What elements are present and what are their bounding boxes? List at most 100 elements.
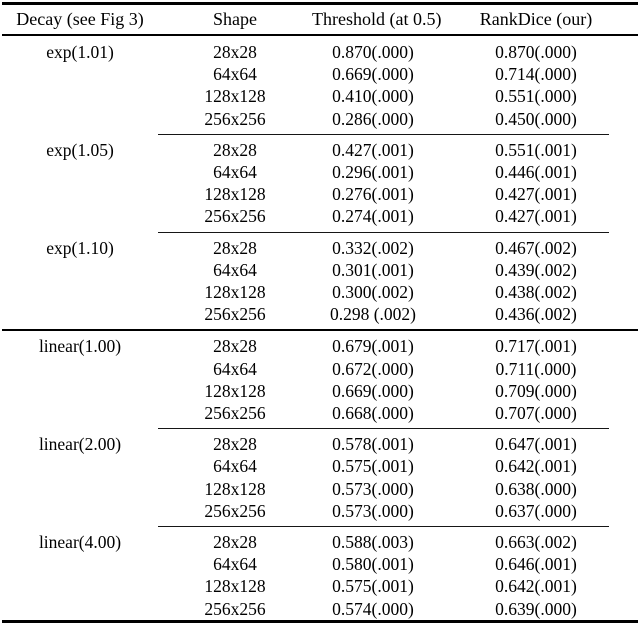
rankdice-value: 0.707(.000) (495, 403, 577, 424)
threshold-value: 0.410(.000) (332, 86, 414, 107)
partial-rule-line (158, 133, 609, 135)
table-row: 128x128 0.573(.000) 0.638(.000) (2, 478, 638, 500)
rankdice-value: 0.711(.000) (495, 358, 577, 379)
decay-empty-cell (2, 553, 158, 575)
table-row: 256x256 0.668(.000) 0.707(.000) (2, 402, 638, 424)
rankdice-value: 0.427(.001) (495, 206, 577, 227)
shape-value: 256x256 (204, 304, 266, 325)
rankdice-value: 0.551(.001) (495, 139, 577, 160)
separator-empty-cell (2, 424, 158, 433)
table-row: 256x256 0.274(.001) 0.427(.001) (2, 205, 638, 227)
threshold-value: 0.573(.000) (332, 478, 414, 499)
table-row: 64x64 0.575(.001) 0.642(.001) (2, 455, 638, 477)
rankdice-value: 0.646(.001) (495, 554, 577, 575)
group-separator-row (2, 522, 638, 531)
shape-value: 64x64 (213, 554, 257, 575)
threshold-value: 0.575(.001) (332, 576, 414, 597)
header-row: Decay (see Fig 3) Shape Threshold (at 0.5)… (2, 3, 638, 36)
decay-empty-cell (2, 281, 158, 303)
shape-value: 28x28 (213, 336, 257, 357)
table-row: 128x128 0.276(.001) 0.427(.001) (2, 183, 638, 205)
decay-empty-cell (2, 598, 158, 622)
threshold-value: 0.679(.001) (332, 336, 414, 357)
rankdice-value: 0.709(.000) (495, 380, 577, 401)
rankdice-value: 0.436(.002) (495, 304, 577, 325)
table-row: 64x64 0.580(.001) 0.646(.001) (2, 553, 638, 575)
shape-value: 28x28 (213, 532, 257, 553)
group-separator-row (2, 424, 638, 433)
decay-empty-cell (2, 455, 158, 477)
column-header-rankdice: RankDice (our) (434, 3, 638, 36)
group-separator-row (2, 228, 638, 237)
rankdice-value: 0.438(.002) (495, 282, 577, 303)
shape-value: 128x128 (204, 576, 266, 597)
decay-label: linear(1.00) (38, 336, 122, 357)
table-row: 64x64 0.296(.001) 0.446(.001) (2, 161, 638, 183)
threshold-value: 0.286(.000) (332, 108, 414, 129)
decay-empty-cell (2, 575, 158, 597)
shape-value: 28x28 (213, 237, 257, 258)
threshold-value: 0.298 (.002) (329, 304, 417, 325)
shape-value: 128x128 (204, 478, 266, 499)
separator-empty-cell (2, 522, 158, 531)
shape-value: 256x256 (204, 598, 266, 619)
rankdice-value: 0.717(.001) (495, 336, 577, 357)
table-row: 256x256 0.573(.000) 0.637(.000) (2, 500, 638, 522)
decay-empty-cell (2, 205, 158, 227)
table-row: 256x256 0.286(.000) 0.450(.000) (2, 108, 638, 130)
table-body: exp(1.01) 28x28 0.870(.000) 0.870(.000) 64x6… (2, 35, 638, 621)
table-row: exp(1.01) 28x28 0.870(.000) 0.870(.000) (2, 41, 638, 63)
decay-label: linear(2.00) (38, 434, 122, 455)
decay-empty-cell (2, 63, 158, 85)
partial-rule-line (158, 526, 609, 528)
decay-empty-cell (2, 161, 158, 183)
shape-value: 28x28 (213, 139, 257, 160)
decay-label: exp(1.05) (46, 139, 114, 160)
shape-value: 256x256 (204, 403, 266, 424)
partial-rule-line (158, 231, 609, 233)
threshold-value: 0.276(.001) (332, 184, 414, 205)
shape-value: 64x64 (213, 64, 257, 85)
section-separator-row (2, 325, 638, 335)
shape-value: 64x64 (213, 456, 257, 477)
shape-value: 128x128 (204, 282, 266, 303)
threshold-value: 0.296(.001) (332, 162, 414, 183)
separator-empty-cell (2, 130, 158, 139)
decay-label: exp(1.10) (46, 237, 114, 258)
threshold-value: 0.575(.001) (332, 456, 414, 477)
decay-label: exp(1.01) (46, 42, 114, 62)
group-separator-row (2, 130, 638, 139)
rankdice-value: 0.439(.002) (495, 259, 577, 280)
decay-empty-cell (2, 402, 158, 424)
table-row: linear(1.00) 28x28 0.679(.001) 0.717(.001) (2, 335, 638, 357)
shape-value: 28x28 (213, 42, 257, 62)
table-head: Decay (see Fig 3) Shape Threshold (at 0.5)… (2, 3, 638, 36)
table-row: 256x256 0.298 (.002) 0.436(.002) (2, 303, 638, 325)
separator-empty-cell (2, 228, 158, 237)
table-row: exp(1.05) 28x28 0.427(.001) 0.551(.001) (2, 139, 638, 161)
table-row: exp(1.10) 28x28 0.332(.002) 0.467(.002) (2, 237, 638, 259)
decay-empty-cell (2, 478, 158, 500)
threshold-value: 0.580(.001) (332, 554, 414, 575)
rankdice-value: 0.647(.001) (495, 434, 577, 455)
separator-cell (158, 424, 638, 433)
threshold-value: 0.574(.000) (332, 598, 414, 619)
table-row: linear(4.00) 28x28 0.588(.003) 0.663(.002) (2, 531, 638, 553)
table-row: linear(2.00) 28x28 0.578(.001) 0.647(.001) (2, 433, 638, 455)
threshold-value: 0.274(.001) (332, 206, 414, 227)
threshold-value: 0.669(.000) (332, 64, 414, 85)
threshold-value: 0.870(.000) (332, 42, 414, 62)
separator-cell (158, 228, 638, 237)
shape-value: 64x64 (213, 259, 257, 280)
rankdice-value: 0.663(.002) (495, 532, 577, 553)
rankdice-value: 0.642(.001) (495, 576, 577, 597)
table-row: 128x128 0.410(.000) 0.551(.000) (2, 85, 638, 107)
shape-value: 64x64 (213, 162, 257, 183)
threshold-value: 0.300(.002) (332, 282, 414, 303)
shape-value: 128x128 (204, 380, 266, 401)
table-row: 256x256 0.574(.000) 0.639(.000) (2, 598, 638, 622)
rankdice-value: 0.446(.001) (495, 162, 577, 183)
threshold-value: 0.578(.001) (332, 434, 414, 455)
